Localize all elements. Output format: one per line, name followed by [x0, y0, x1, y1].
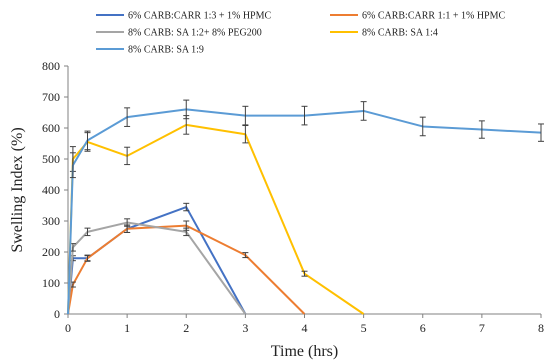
x-tick-label: 6: [420, 321, 426, 335]
error-bar: [183, 202, 190, 212]
y-tick-label: 600: [42, 121, 60, 135]
legend-item: 6% CARB:CARR 1:3 + 1% HPMC: [96, 11, 271, 22]
series-layer: [67, 99, 544, 315]
error-bar: [301, 105, 308, 126]
series-1: [67, 202, 247, 315]
y-tick-label: 500: [42, 152, 60, 166]
y-tick-label: 100: [42, 276, 60, 290]
error-bar: [242, 105, 249, 126]
error-bar: [84, 227, 91, 237]
error-bar: [84, 254, 91, 262]
legend: 6% CARB:CARR 1:3 + 1% HPMC 6% CARB:CARR 1…: [96, 11, 505, 56]
x-tick-label: 7: [479, 321, 485, 335]
error-bar: [124, 218, 131, 227]
series-line: [67, 206, 247, 315]
legend-label: 8% CARB: SA 1:2+ 8% PEG200: [128, 28, 262, 39]
legend-label: 8% CARB: SA 1:9: [128, 45, 204, 56]
legend-label: 6% CARB:CARR 1:1 + 1% HPMC: [362, 11, 505, 22]
error-bar: [183, 99, 190, 120]
error-bar: [69, 152, 76, 179]
series-line: [67, 224, 306, 315]
y-axis-title: Swelling Index (%): [9, 127, 26, 252]
error-bar: [84, 130, 91, 151]
error-bar: [419, 116, 426, 137]
legend-item: 8% CARB: SA 1:4: [330, 28, 438, 39]
x-tick-label: 4: [302, 321, 308, 335]
series-5: [67, 99, 544, 315]
error-bar: [360, 101, 367, 121]
y-tick-label: 400: [42, 183, 60, 197]
error-bar: [538, 123, 544, 142]
error-bar: [242, 252, 249, 259]
x-tick-label: 8: [538, 321, 544, 335]
x-tick-label: 2: [183, 321, 189, 335]
error-bar: [124, 107, 131, 127]
x-tick-label: 1: [124, 321, 130, 335]
y-tick-label: 200: [42, 245, 60, 259]
legend-item: 8% CARB: SA 1:9: [96, 45, 204, 56]
error-bar: [183, 227, 190, 237]
error-bar: [124, 146, 131, 166]
error-bar: [301, 270, 308, 277]
x-tick-label: 5: [361, 321, 367, 335]
legend-item: 6% CARB:CARR 1:1 + 1% HPMC: [330, 11, 505, 22]
error-bar: [242, 125, 249, 144]
legend-label: 8% CARB: SA 1:4: [362, 28, 438, 39]
series-line: [67, 221, 247, 315]
y-tick-label: 700: [42, 90, 60, 104]
y-tick-label: 800: [42, 59, 60, 73]
legend-item: 8% CARB: SA 1:2+ 8% PEG200: [96, 28, 262, 39]
series-line: [67, 108, 542, 315]
y-tick-label: 0: [54, 307, 60, 321]
series-line: [67, 123, 365, 315]
legend-label: 6% CARB:CARR 1:3 + 1% HPMC: [128, 11, 271, 22]
y-tick-label: 300: [42, 214, 60, 228]
x-tick-label: 0: [65, 321, 71, 335]
axes: 0 100 200 300 400 500 600 700 800 0 1 2 3 4 5 6 7 8: [42, 59, 544, 335]
x-axis-title: Time (hrs): [271, 343, 338, 360]
series-4: [67, 115, 365, 315]
x-tick-label: 3: [242, 321, 248, 335]
error-bar: [478, 120, 485, 139]
